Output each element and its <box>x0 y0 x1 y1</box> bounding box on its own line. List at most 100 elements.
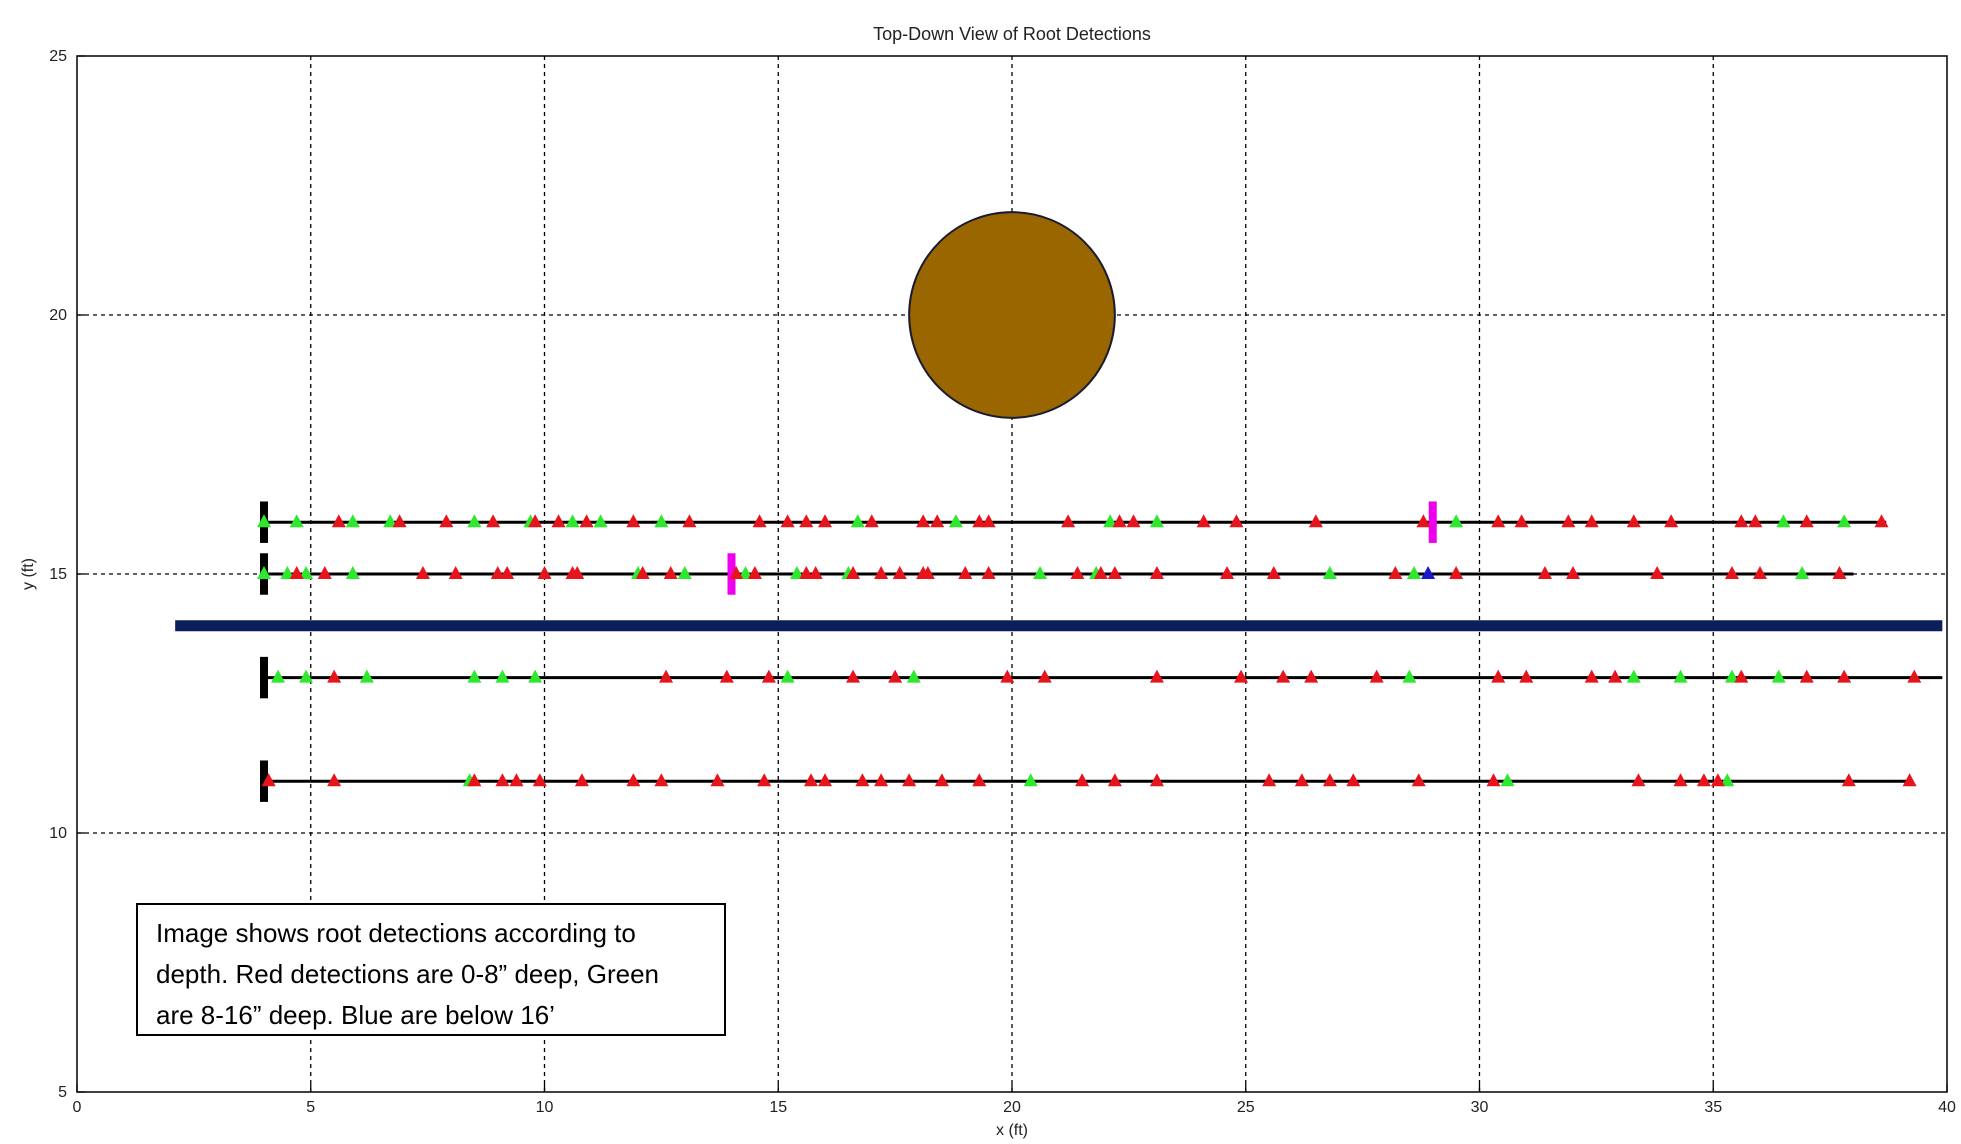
detection-red <box>392 514 407 528</box>
detection-green <box>271 669 286 683</box>
detection-green <box>1449 514 1464 528</box>
detection-red <box>803 773 818 787</box>
detection-red <box>1369 669 1384 683</box>
note-line-2: depth. Red detections are 0-8” deep, Gre… <box>156 959 659 989</box>
detection-red <box>1650 566 1665 579</box>
detection-red <box>1276 669 1291 683</box>
x-tick-label: 0 <box>73 1099 82 1116</box>
detection-green <box>906 669 921 683</box>
detection-red <box>752 514 767 528</box>
detection-red <box>1220 566 1235 579</box>
grid <box>76 55 1948 1093</box>
detection-red <box>1584 514 1599 528</box>
detection-red <box>317 566 332 579</box>
detection-red <box>846 669 861 683</box>
detection-red <box>1149 773 1164 787</box>
detection-red <box>719 669 734 683</box>
start-marker-3 <box>260 656 268 699</box>
detection-red <box>626 773 641 787</box>
detection-red <box>1093 566 1108 579</box>
detection-red <box>570 566 585 579</box>
detection-green <box>1407 566 1422 579</box>
detection-red <box>846 566 861 579</box>
detection-red <box>710 773 725 787</box>
detection-red <box>920 566 935 579</box>
detection-green <box>280 566 295 579</box>
detection-red <box>1126 514 1141 528</box>
detection-red <box>1874 514 1889 528</box>
detection-red <box>1416 514 1431 528</box>
x-tick-label: 35 <box>1704 1099 1722 1116</box>
detection-red <box>1748 514 1763 528</box>
detection-green <box>1724 669 1739 683</box>
y-tick-label: 5 <box>58 1084 67 1101</box>
detection-red <box>1411 773 1426 787</box>
tree-circle <box>908 211 1116 419</box>
detection-red <box>892 566 907 579</box>
plot-shapes <box>175 211 1943 802</box>
detection-green <box>1033 566 1048 579</box>
detection-green <box>299 669 314 683</box>
plot-frame <box>76 55 1948 1093</box>
magenta-marker-6 <box>727 553 736 595</box>
detection-red <box>818 514 832 528</box>
detection-red <box>1229 514 1244 528</box>
detection-green <box>1626 669 1641 683</box>
detection-red <box>799 566 814 579</box>
detection-red <box>537 566 552 579</box>
detection-red <box>757 773 772 787</box>
detection-red <box>1696 773 1711 787</box>
detection-red <box>509 773 524 787</box>
detection-green <box>565 514 580 528</box>
detection-red <box>1626 514 1641 528</box>
detection-red <box>1753 566 1767 579</box>
detection-green <box>654 514 669 528</box>
detection-red <box>874 773 889 787</box>
detection-red <box>1107 566 1122 579</box>
detection-red <box>663 566 678 579</box>
detection-red <box>1799 669 1814 683</box>
detection-red <box>1561 514 1576 528</box>
detection-green <box>850 514 865 528</box>
detection-red <box>1388 566 1403 579</box>
detection-red <box>747 566 762 579</box>
detection-red <box>1566 566 1580 579</box>
detection-red <box>1304 669 1319 683</box>
magenta-marker-5 <box>1428 501 1437 543</box>
detection-green <box>1837 514 1852 528</box>
detection-green <box>1402 669 1417 683</box>
detection-red <box>1491 514 1506 528</box>
x-tick-label: 30 <box>1471 1099 1489 1116</box>
detection-green <box>677 566 692 579</box>
detection-red <box>808 566 823 579</box>
detection-red <box>888 669 903 683</box>
detection-red <box>981 514 996 528</box>
detection-red <box>981 566 996 579</box>
detection-red <box>331 514 346 528</box>
detection-red <box>1673 773 1688 787</box>
note-line-1: Image shows root detections according to <box>156 918 636 948</box>
detection-red <box>1519 669 1534 683</box>
detection-red <box>958 566 973 579</box>
detection-red <box>659 669 674 683</box>
detection-green <box>495 669 510 683</box>
detection-red <box>1631 773 1646 787</box>
detection-green <box>345 514 360 528</box>
x-tick-label: 10 <box>536 1099 554 1116</box>
detection-green <box>738 566 753 579</box>
detection-red <box>574 773 589 787</box>
detection-red <box>289 566 304 579</box>
detection-green <box>1776 514 1791 528</box>
detection-red <box>1841 773 1856 787</box>
detection-red <box>532 773 547 787</box>
detection-red <box>495 773 510 787</box>
detection-green <box>1771 669 1786 683</box>
detection-red <box>528 514 543 528</box>
x-tick-label: 20 <box>1003 1099 1021 1116</box>
detection-red <box>1608 669 1623 683</box>
detection-red <box>729 566 744 579</box>
detection-red <box>261 773 276 787</box>
detection-red <box>1294 773 1309 787</box>
detection-red <box>1322 773 1337 787</box>
detection-red <box>486 514 501 528</box>
